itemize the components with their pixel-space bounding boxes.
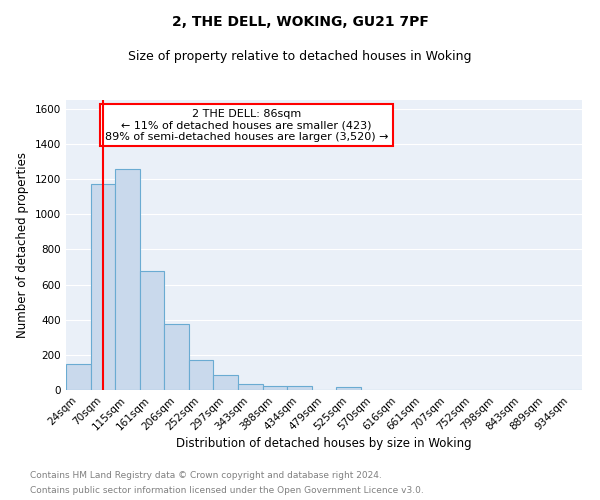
- Bar: [189, 360, 214, 390]
- Text: Contains HM Land Registry data © Crown copyright and database right 2024.: Contains HM Land Registry data © Crown c…: [30, 471, 382, 480]
- Text: 2 THE DELL: 86sqm
← 11% of detached houses are smaller (423)
89% of semi-detache: 2 THE DELL: 86sqm ← 11% of detached hous…: [105, 108, 388, 142]
- Bar: [140, 272, 164, 390]
- Text: Size of property relative to detached houses in Woking: Size of property relative to detached ho…: [128, 50, 472, 63]
- Bar: [336, 387, 361, 390]
- Text: Contains public sector information licensed under the Open Government Licence v3: Contains public sector information licen…: [30, 486, 424, 495]
- Y-axis label: Number of detached properties: Number of detached properties: [16, 152, 29, 338]
- Bar: [115, 168, 140, 390]
- Bar: [91, 184, 115, 390]
- Text: 2, THE DELL, WOKING, GU21 7PF: 2, THE DELL, WOKING, GU21 7PF: [172, 15, 428, 29]
- Bar: [164, 324, 189, 390]
- Bar: [287, 386, 312, 390]
- X-axis label: Distribution of detached houses by size in Woking: Distribution of detached houses by size …: [176, 438, 472, 450]
- Bar: [66, 364, 91, 390]
- Bar: [263, 386, 287, 390]
- Bar: [214, 374, 238, 390]
- Bar: [238, 384, 263, 390]
